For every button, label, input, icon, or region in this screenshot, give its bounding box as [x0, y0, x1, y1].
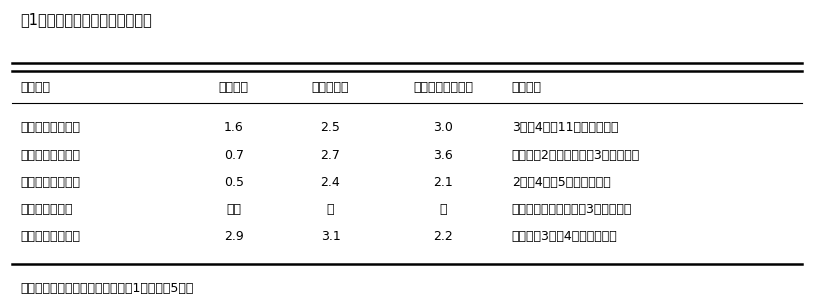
Text: 葉枯れ病罹病程度: 葉枯れ病罹病程度 — [20, 230, 81, 243]
Text: 0.7: 0.7 — [224, 149, 243, 162]
Text: 2.1: 2.1 — [433, 176, 453, 189]
Text: 備　　考: 備 考 — [512, 81, 542, 94]
Text: 2.2: 2.2 — [433, 230, 453, 243]
Text: 2.4: 2.4 — [321, 176, 340, 189]
Text: 冠さび病罹病程度: 冠さび病罹病程度 — [20, 176, 81, 189]
Text: 倒伏程度（条播）: 倒伏程度（条播） — [20, 122, 81, 134]
Text: 九州農試2年間、播種量3水準の平均: 九州農試2年間、播種量3水準の平均 — [512, 149, 640, 162]
Text: はえいぶき: はえいぶき — [312, 81, 349, 94]
Text: 3.1: 3.1 — [321, 230, 340, 243]
Text: 3.0: 3.0 — [433, 122, 453, 134]
Text: 2.5: 2.5 — [321, 122, 340, 134]
Text: 強: 強 — [326, 203, 335, 216]
Text: スーパーハヤテ集: スーパーハヤテ集 — [414, 81, 473, 94]
Text: 倒伏程度（散播）: 倒伏程度（散播） — [20, 149, 81, 162]
Text: 2.9: 2.9 — [224, 230, 243, 243]
Text: 3.6: 3.6 — [433, 149, 453, 162]
Text: 注）倒伏程度、罹病程度は評点、1無・微～5甚。: 注）倒伏程度、罹病程度は評点、1無・微～5甚。 — [20, 282, 194, 295]
Text: 2.7: 2.7 — [321, 149, 340, 162]
Text: 宮崎畜試3年間4回発生の平均: 宮崎畜試3年間4回発生の平均 — [512, 230, 618, 243]
Text: 宮崎畜試特性検定試験3年間の平均: 宮崎畜試特性検定試験3年間の平均 — [512, 203, 632, 216]
Text: 2場所4年間5回発生の平均: 2場所4年間5回発生の平均 — [512, 176, 610, 189]
Text: 0.5: 0.5 — [224, 176, 243, 189]
Text: 冠さび病抵抗性: 冠さび病抵抗性 — [20, 203, 72, 216]
Text: 3場所4年間11回発生の平均: 3場所4年間11回発生の平均 — [512, 122, 619, 134]
Text: 九州５号: 九州５号 — [219, 81, 249, 94]
Text: 極強: 極強 — [226, 203, 241, 216]
Text: 中: 中 — [440, 203, 447, 216]
Text: 表1．病害および倒伏の発生程度: 表1．病害および倒伏の発生程度 — [20, 12, 152, 27]
Text: 特　　性: 特 性 — [20, 81, 50, 94]
Text: 1.6: 1.6 — [224, 122, 243, 134]
